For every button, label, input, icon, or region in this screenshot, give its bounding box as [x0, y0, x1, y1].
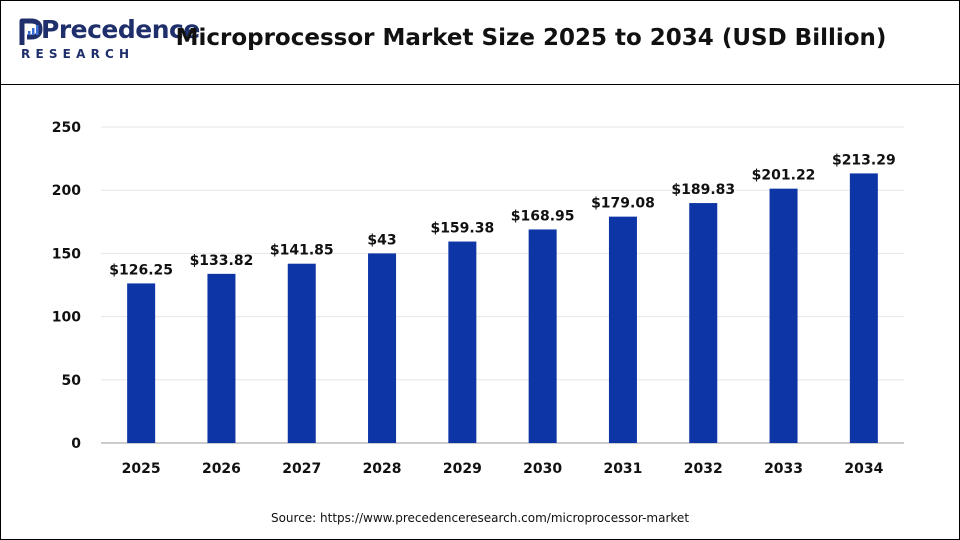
- brand-logo: Precedence RESEARCH: [19, 13, 200, 63]
- x-tick-label: 2025: [122, 461, 161, 477]
- data-label: $126.25: [109, 262, 173, 278]
- x-tick-label: 2027: [282, 461, 321, 477]
- data-label: $213.29: [832, 152, 896, 168]
- data-label: $159.38: [430, 221, 494, 237]
- data-label: $133.82: [190, 253, 254, 269]
- chart-title: Microprocessor Market Size 2025 to 2034 …: [175, 25, 887, 51]
- logo-subtitle: RESEARCH: [21, 47, 135, 61]
- data-label: $168.95: [511, 208, 575, 224]
- y-tick-label: 100: [52, 310, 81, 326]
- bar: [448, 241, 477, 443]
- header: Precedence RESEARCH Microprocessor Marke…: [1, 1, 959, 85]
- bar: [528, 229, 557, 443]
- y-tick-label: 150: [52, 246, 81, 262]
- x-tick-label: 2031: [603, 461, 642, 477]
- y-tick-label: 200: [52, 183, 81, 199]
- x-tick-label: 2034: [844, 461, 883, 477]
- bar: [207, 273, 236, 443]
- y-tick-label: 250: [52, 120, 81, 136]
- bar: [287, 263, 316, 443]
- x-tick-label: 2029: [443, 461, 482, 477]
- bar: [849, 173, 878, 444]
- bar: [608, 216, 637, 443]
- bar-chart: 0 50 100 150 200 250 $126.25 2025 $133.82 2026 $14…: [52, 120, 904, 477]
- data-label: $43: [367, 232, 396, 248]
- x-tick-label: 2033: [764, 461, 803, 477]
- data-label: $141.85: [270, 243, 334, 259]
- x-tick-label: 2032: [684, 461, 723, 477]
- source-note: Source: https://www.precedenceresearch.c…: [270, 511, 690, 525]
- bar: [689, 203, 718, 443]
- x-tick-label: 2028: [363, 461, 402, 477]
- bar: [127, 283, 156, 443]
- x-tick-label: 2030: [523, 461, 562, 477]
- data-label: $189.83: [671, 182, 735, 198]
- y-tick-label: 0: [71, 436, 81, 452]
- y-tick-label: 50: [62, 373, 82, 389]
- data-label: $201.22: [752, 168, 816, 184]
- x-tick-label: 2026: [202, 461, 241, 477]
- logo-wordmark: Precedence: [41, 15, 200, 44]
- data-label: $179.08: [591, 196, 655, 212]
- bar: [769, 188, 798, 443]
- bar: [368, 253, 397, 443]
- logo-p-icon: [19, 18, 43, 45]
